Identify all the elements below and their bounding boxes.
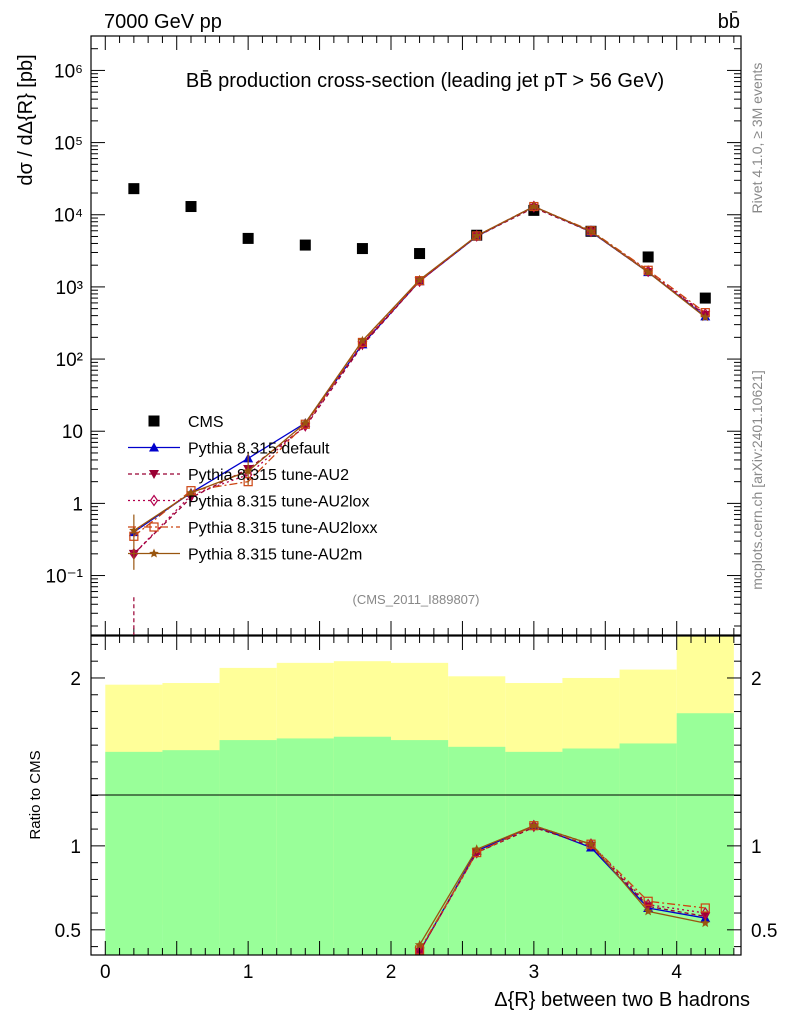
data-point-au2m <box>472 230 482 240</box>
ratio-x-tick-label: 2 <box>386 962 397 983</box>
main-y-tick-label: 10³ <box>56 278 83 299</box>
ratio-band-inner <box>219 740 277 955</box>
data-point-cms <box>699 292 711 304</box>
ratio-x-tick-label: 4 <box>671 962 682 983</box>
data-point-cms <box>185 201 197 213</box>
side-label-rivet: Rivet 4.1.0, ≥ 3M events <box>749 63 765 214</box>
ratio-band-inner <box>276 738 334 955</box>
ratio-point-au2m <box>529 820 539 830</box>
data-point-au2lox <box>358 337 367 350</box>
data-point-au2m <box>186 487 196 497</box>
main-y-tick-label: 10² <box>56 350 83 371</box>
ratio-series-group <box>414 819 711 955</box>
data-point-cms <box>128 183 140 195</box>
legend-marker-cms <box>148 415 160 427</box>
legend-marker-au2m <box>149 548 159 558</box>
legend-label-au2m: Pythia 8.315 tune-AU2m <box>188 547 362 564</box>
main-series-group <box>128 183 711 635</box>
main-y-tick-label: 10 <box>62 422 83 443</box>
main-plot: 10⁻¹ 1 10 10² 10³ 10⁴ 10⁵ 10⁶ BB̄ production cr… <box>46 35 742 636</box>
ratio-point-au2m <box>586 839 596 849</box>
legend-label-au2: Pythia 8.315 tune-AU2 <box>188 467 349 484</box>
legend-marker-au2 <box>149 470 159 479</box>
header-left: 7000 GeV pp <box>104 11 222 33</box>
data-point-au2m <box>643 267 653 277</box>
main-y-tick-label: 10⁴ <box>54 206 83 227</box>
ratio-y-tick-label-right: 0.5 <box>751 921 777 942</box>
plot-title: BB̄ production cross-section (leading je… <box>186 69 664 92</box>
legend-marker-au2loxx <box>149 522 159 532</box>
ratio-x-tick-label: 3 <box>529 962 540 983</box>
main-y-tick-label: 10⁶ <box>54 61 83 82</box>
ratio-y-tick-label-right: 2 <box>751 669 762 690</box>
ratio-point-au2loxx <box>643 896 653 906</box>
data-point-au2m <box>700 312 710 322</box>
ratio-y-axis: 0.5 0.5 1 1 2 2 <box>55 643 777 948</box>
ratio-line-au2lox <box>419 825 706 952</box>
ratio-band-inner <box>105 751 163 955</box>
ratio-y-tick-label-left: 0.5 <box>55 921 81 942</box>
data-point-cms <box>356 243 368 255</box>
legend-marker-default <box>149 442 159 452</box>
ratio-y-axis-label: Ratio to CMS <box>27 750 44 839</box>
main-y-axis-label: dσ / dΔ{R} [pb] <box>15 54 37 185</box>
ratio-plot: 0.5 0.5 1 1 2 2 0 1 2 3 4 <box>55 635 777 983</box>
main-plot-frame <box>90 35 742 636</box>
legend-label-au2loxx: Pythia 8.315 tune-AU2loxx <box>188 520 377 537</box>
analysis-id: (CMS_2011_I889807) <box>353 592 480 607</box>
legend-label-au2lox: Pythia 8.315 tune-AU2lox <box>188 494 369 511</box>
ratio-x-tick-label: 0 <box>100 962 111 983</box>
main-x-axis <box>104 36 735 635</box>
ratio-x-axis: 0 1 2 3 4 <box>100 636 735 983</box>
ratio-y-tick-label-right: 1 <box>751 837 762 858</box>
data-point-au2m <box>357 335 368 345</box>
side-label-mcplots: mcplots.cern.ch [arXiv:2401.10621] <box>749 370 765 589</box>
ratio-line-au2m <box>419 825 706 946</box>
data-point-au2lox <box>643 265 653 278</box>
data-point-au2m <box>529 201 539 211</box>
main-y-axis: 10⁻¹ 1 10 10² 10³ 10⁴ 10⁵ 10⁶ <box>46 35 741 627</box>
legend-label-default: Pythia 8.315 default <box>188 441 330 458</box>
ratio-band-inner <box>562 748 620 955</box>
data-point-cms <box>642 251 654 263</box>
ratio-point-au2m <box>700 918 710 928</box>
ratio-point-au2m <box>472 844 482 854</box>
ratio-x-tick-label: 1 <box>243 962 254 983</box>
data-point-au2m <box>586 226 596 236</box>
data-point-cms <box>242 232 254 244</box>
legend-marker-au2lox <box>149 494 159 507</box>
ratio-y-tick-label-left: 2 <box>70 669 81 690</box>
data-point-cms <box>299 239 311 251</box>
legend: CMS Pythia 8.315 default Pythia 8.315 tune… <box>128 414 377 564</box>
ratio-point-au2lox <box>701 906 710 920</box>
ratio-band-inner <box>162 750 220 955</box>
ratio-point-au2loxx <box>700 903 710 913</box>
data-point-au2lox <box>186 489 196 502</box>
main-y-tick-label: 10⁻¹ <box>46 567 84 588</box>
ratio-point-au2lox <box>415 945 424 955</box>
ratio-line-au2 <box>419 826 706 952</box>
ratio-uncertainty-bands <box>105 636 734 955</box>
ratio-band-inner <box>391 740 449 955</box>
main-y-tick-label: 1 <box>72 494 83 515</box>
main-y-tick-label: 10⁵ <box>54 134 83 155</box>
legend-label-cms: CMS <box>188 414 224 431</box>
ratio-band-inner <box>619 743 677 955</box>
ratio-band-inner <box>333 736 391 955</box>
header-right: bb̄ <box>718 10 740 33</box>
ratio-point-au2m <box>414 939 425 949</box>
x-axis-label: Δ{R} between two B hadrons <box>494 989 750 1011</box>
data-point-au2lox <box>301 419 310 432</box>
ratio-y-tick-label-left: 1 <box>70 837 81 858</box>
ratio-line-au2loxx <box>419 825 706 951</box>
ratio-point-au2m <box>643 906 653 916</box>
ratio-band-inner <box>505 751 563 955</box>
data-point-cms <box>414 248 426 260</box>
data-point-au2m <box>300 418 310 428</box>
data-point-au2m <box>414 274 425 284</box>
